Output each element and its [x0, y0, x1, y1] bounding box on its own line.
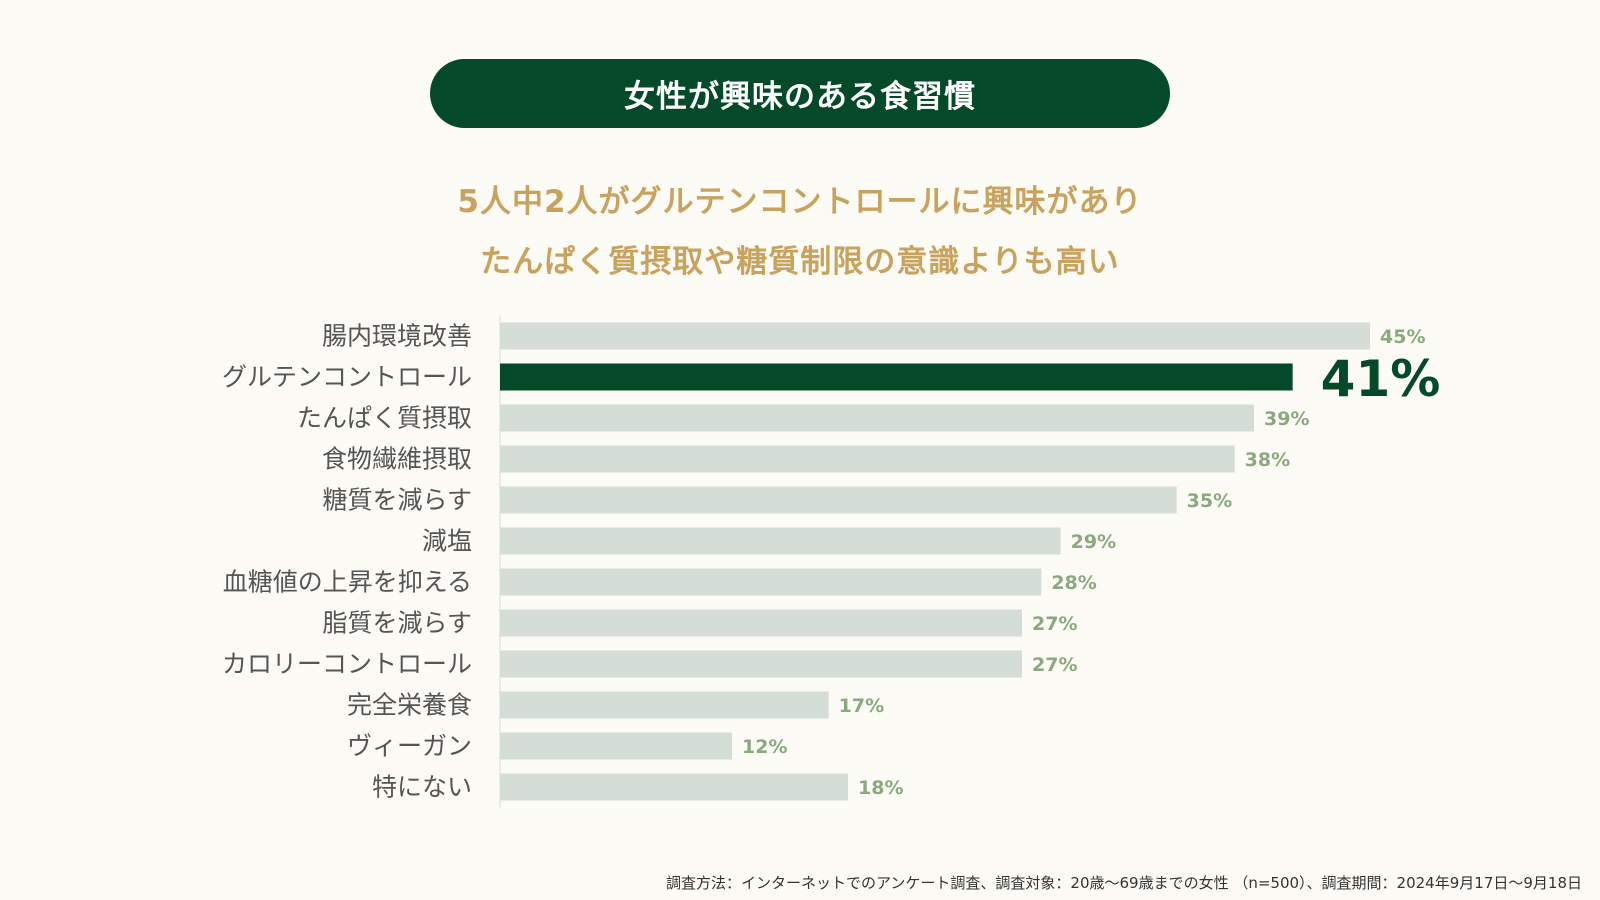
- value-label-highlighted: 41%: [1321, 350, 1441, 408]
- bar: [500, 486, 1177, 514]
- bar: [500, 568, 1042, 596]
- category-label: 血糖値の上昇を抑える: [223, 568, 472, 597]
- category-label: 減塩: [422, 527, 472, 556]
- bar: [500, 527, 1061, 555]
- value-label: 27%: [1032, 654, 1077, 676]
- value-label: 29%: [1071, 531, 1116, 553]
- value-label: 18%: [858, 777, 903, 799]
- bar: [500, 773, 848, 801]
- value-label: 28%: [1051, 572, 1096, 594]
- bar: [500, 691, 829, 719]
- value-label: 27%: [1032, 613, 1077, 635]
- value-label: 39%: [1264, 408, 1309, 430]
- bar-highlighted: [500, 363, 1293, 391]
- value-label: 12%: [742, 736, 787, 758]
- subtitle-line-1: 5人中2人がグルテンコントロールに興味があり: [457, 184, 1143, 220]
- category-label: 特にない: [372, 773, 472, 802]
- bar: [500, 322, 1370, 350]
- category-label: ヴィーガン: [347, 732, 472, 761]
- survey-footnote: 調査方法：インターネットでのアンケート調査、調査対象：20歳〜69歳までの女性 …: [666, 874, 1582, 892]
- category-label: 食物繊維摂取: [322, 445, 472, 474]
- value-label: 38%: [1245, 449, 1290, 471]
- value-label: 35%: [1187, 490, 1232, 512]
- value-label: 45%: [1380, 326, 1425, 348]
- category-label: カロリーコントロール: [222, 650, 472, 679]
- subtitle-line-2: たんぱく質摂取や糖質制限の意識よりも高い: [480, 244, 1120, 280]
- category-label: 脂質を減らす: [322, 609, 472, 638]
- category-label: 糖質を減らす: [322, 486, 472, 515]
- category-label: グルテンコントロール: [222, 363, 472, 392]
- bar: [500, 650, 1022, 678]
- bar: [500, 445, 1235, 473]
- bar: [500, 609, 1022, 637]
- page-title: 女性が興味のある食習慣: [430, 59, 1170, 128]
- bar: [500, 732, 732, 760]
- value-label: 17%: [839, 695, 884, 717]
- category-label: 腸内環境改善: [322, 322, 472, 351]
- category-label: 完全栄養食: [347, 691, 472, 720]
- category-label: たんぱく質摂取: [297, 404, 472, 433]
- bar: [500, 404, 1254, 432]
